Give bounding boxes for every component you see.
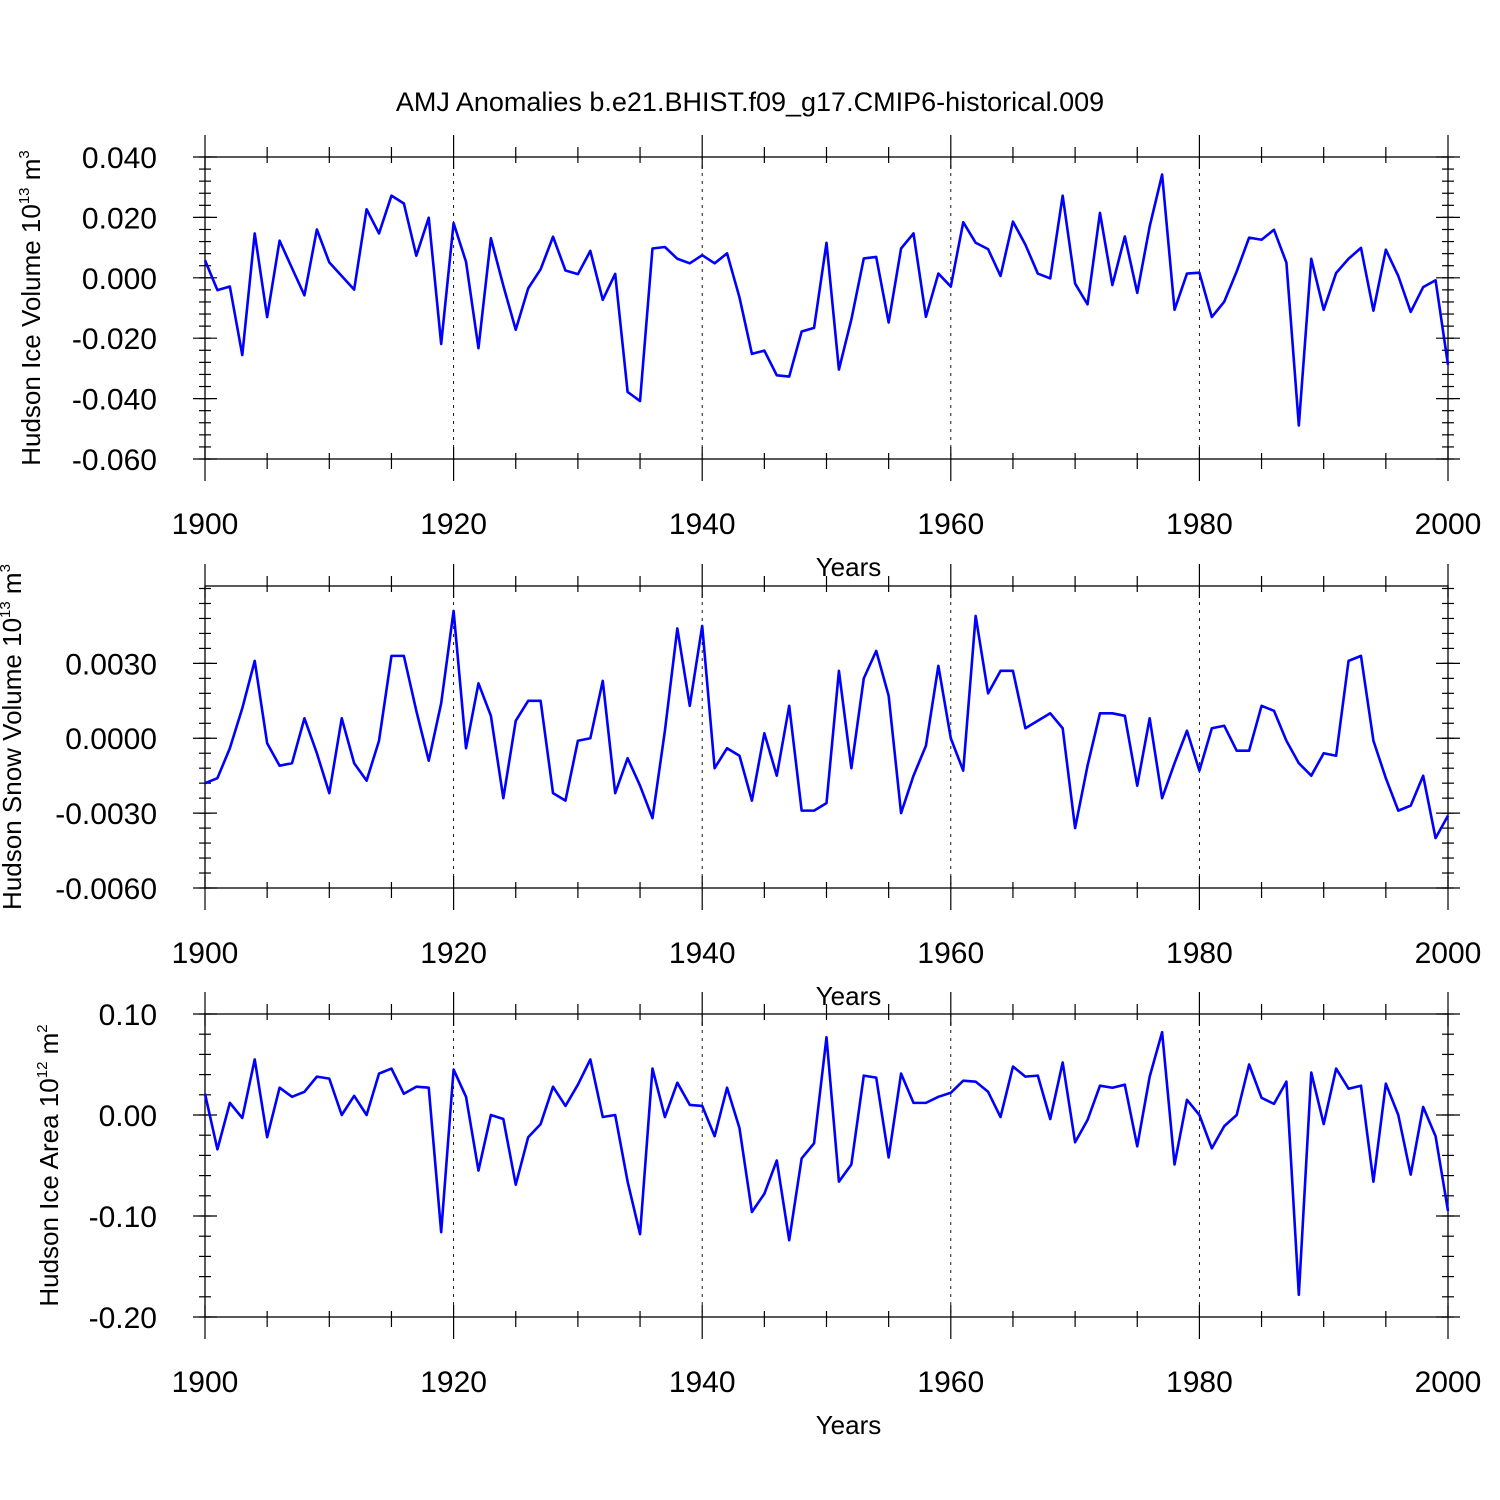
- y-axis-label: Hudson Ice Volume 1013 m3: [16, 150, 46, 466]
- y-axis-label-text: Hudson Ice Volume 10: [16, 204, 46, 466]
- chart-title: AMJ Anomalies b.e21.BHIST.f09_g17.CMIP6-…: [396, 87, 1104, 117]
- y-tick-label: 0.00: [99, 1100, 157, 1133]
- y-tick-label: 0.020: [82, 202, 157, 235]
- y-tick-label: 0.000: [82, 263, 157, 296]
- series-line-1: [203, 1030, 1450, 1297]
- chart-panel-3: -0.20 -0.10 0.00 0.10 1900 1920 1940 1960 1980 20…: [34, 992, 1481, 1440]
- chart-panel-1: -0.060 -0.040 -0.020 0.000 0.020 0.040 1900 192…: [16, 135, 1481, 582]
- x-tick-label: 1980: [1166, 508, 1233, 541]
- series-line-1: [204, 609, 1450, 840]
- y-axis-label: Hudson Snow Volume 1013 m3: [0, 564, 27, 910]
- x-tick-label: 1900: [172, 508, 239, 541]
- y-axis-label-exponent: 13: [0, 601, 14, 618]
- y-tick-label: -0.0060: [55, 873, 157, 906]
- y-tick-label: 0.0000: [65, 723, 157, 756]
- y-tick-label: 0.040: [82, 142, 157, 175]
- y-tick-label: -0.060: [72, 444, 157, 477]
- y-tick-label: -0.20: [89, 1302, 157, 1335]
- y-tick-label: 0.0030: [65, 648, 157, 681]
- x-tick-label: 1940: [669, 937, 736, 970]
- x-tick-label: 1920: [420, 508, 487, 541]
- x-tick-label: 1900: [172, 937, 239, 970]
- x-axis-label: Years: [816, 552, 882, 582]
- x-tick-label: 1900: [172, 1366, 239, 1399]
- x-tick-label: 2000: [1415, 1366, 1482, 1399]
- x-tick-label: 1920: [420, 1366, 487, 1399]
- x-tick-label: 1940: [669, 1366, 736, 1399]
- x-tick-label: 1940: [669, 508, 736, 541]
- y-tick-label: -0.040: [72, 384, 157, 417]
- x-axis-label: Years: [816, 981, 882, 1011]
- x-tick-label: 1920: [420, 937, 487, 970]
- y-axis-label-exponent: 12: [34, 1062, 51, 1079]
- chart-panel-2: -0.0060 -0.0030 0.0000 0.0030 1900 1920 1940 19…: [0, 564, 1481, 1011]
- y-tick-label: 0.10: [99, 999, 157, 1032]
- y-tick-label: -0.020: [72, 323, 157, 356]
- x-axis-label: Years: [816, 1410, 882, 1440]
- y-tick-label: -0.10: [89, 1201, 157, 1234]
- y-axis-label-unit: m: [34, 1033, 64, 1062]
- y-axis-label-unit-exponent: 3: [16, 150, 33, 158]
- x-tick-label: 2000: [1415, 937, 1482, 970]
- y-tick-label: -0.0030: [55, 798, 157, 831]
- y-axis-label-unit-exponent: 2: [34, 1024, 51, 1032]
- y-axis-label-unit: m: [16, 159, 46, 188]
- y-axis-label-unit: m: [0, 572, 27, 601]
- y-axis-label: Hudson Ice Area 1012 m2: [34, 1024, 64, 1306]
- series-line-1: [203, 173, 1450, 427]
- y-axis-label-exponent: 13: [16, 187, 33, 204]
- x-tick-label: 1960: [917, 508, 984, 541]
- y-axis-label-text: Hudson Snow Volume 10: [0, 618, 27, 910]
- x-tick-label: 1980: [1166, 937, 1233, 970]
- y-axis-label-unit-exponent: 3: [0, 564, 14, 572]
- x-tick-label: 1960: [917, 1366, 984, 1399]
- x-tick-label: 1960: [917, 937, 984, 970]
- y-axis-label-text: Hudson Ice Area 10: [34, 1078, 64, 1306]
- x-tick-label: 2000: [1415, 508, 1482, 541]
- x-tick-label: 1980: [1166, 1366, 1233, 1399]
